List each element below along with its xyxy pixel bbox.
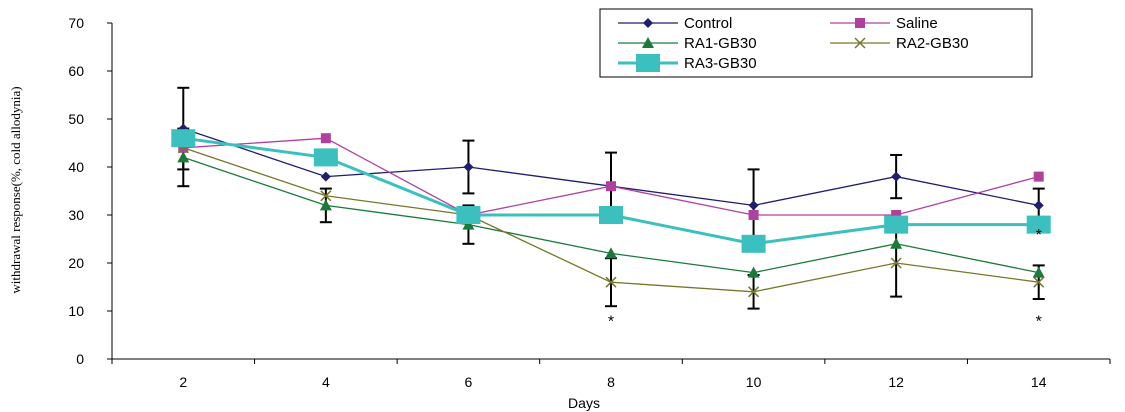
data-point-ra2-gb30-stroke (748, 286, 760, 298)
annotations: * * * (608, 227, 1042, 330)
legend-marker-ra2-gb30-stroke (854, 37, 866, 49)
data-point-ra3-gb30 (1026, 215, 1051, 234)
y-tick-label: 70 (68, 15, 84, 31)
data-point-ra1-gb30 (747, 266, 760, 278)
data-point-ra3-gb30 (456, 206, 481, 224)
data-point-ra2-gb30-stroke (1033, 276, 1045, 288)
data-point-saline (606, 181, 616, 192)
y-tick-label: 10 (68, 303, 84, 319)
legend-label: Control (684, 15, 732, 32)
y-axis-label: withdrawal response(%, cold allodynia) (8, 86, 23, 293)
significance-marker: * (608, 314, 614, 331)
legend-label: RA3-GB30 (684, 55, 757, 72)
legend-marker-ra3-gb30 (636, 54, 660, 72)
legend-marker-ra1-gb30 (642, 37, 654, 48)
data-point-ra2-gb30-stroke (605, 276, 617, 288)
data-point-ra2-gb30 (890, 257, 902, 269)
x-tick-label: 4 (322, 374, 330, 390)
legend-label: RA1-GB30 (684, 35, 757, 52)
data-point-ra2-gb30 (605, 276, 617, 288)
data-point-ra2-gb30 (320, 190, 332, 202)
data-point-control (748, 200, 759, 211)
x-tick-label: 8 (607, 374, 615, 390)
x-tick-label: 12 (888, 374, 904, 390)
data-point-saline (320, 133, 331, 144)
legend-marker-ra2-gb30 (854, 37, 866, 49)
data-point-control (1033, 200, 1044, 211)
y-tick-label: 0 (76, 351, 84, 367)
data-point-ra1-gb30 (605, 247, 617, 259)
data-point-ra3-gb30 (171, 129, 196, 148)
data-point-ra1-gb30 (319, 199, 332, 211)
data-point-ra1-gb30 (890, 237, 903, 249)
legend-label: Saline (896, 15, 938, 32)
x-tick-label: 10 (746, 374, 762, 390)
data-point-control (320, 171, 331, 182)
y-tick-label: 20 (68, 255, 84, 271)
data-point-ra2-gb30-stroke (890, 257, 902, 269)
x-tick-label: 6 (465, 374, 473, 390)
x-tick-label: 2 (179, 374, 187, 390)
x-tick-label: 14 (1031, 374, 1047, 390)
significance-marker: * (1036, 227, 1042, 244)
y-tick-label: 50 (68, 111, 84, 127)
data-point-ra1-gb30 (462, 218, 475, 230)
x-axis-label: Days (568, 395, 600, 411)
legend-marker-control (643, 18, 653, 28)
data-point-ra2-gb30 (748, 286, 760, 298)
data-point-ra2-gb30-stroke (320, 190, 332, 202)
legend-marker-saline (855, 18, 865, 28)
data-point-saline (748, 210, 759, 220)
y-tick-label: 30 (68, 207, 84, 223)
data-point-ra2-gb30 (1033, 276, 1045, 288)
data-point-saline (891, 210, 902, 220)
error-bars (177, 86, 1045, 310)
data-point-saline (1033, 171, 1044, 182)
data-point-ra1-gb30 (1032, 266, 1045, 278)
axes: 0 10 20 30 40 50 60 70 2 4 6 8 10 12 14 (68, 15, 1111, 390)
data-point-ra3-gb30 (313, 148, 338, 167)
legend-label: RA2-GB30 (896, 35, 969, 52)
y-tick-label: 60 (68, 63, 84, 79)
data-point-control (891, 171, 902, 182)
series-markers (171, 123, 1051, 298)
legend: Control Saline RA1-GB30 RA2-GB30 RA3-GB30 (599, 8, 1033, 78)
y-tick-label: 40 (68, 159, 84, 175)
data-point-ra3-gb30 (884, 215, 909, 234)
data-point-control (463, 162, 474, 172)
data-point-ra3-gb30 (741, 234, 766, 253)
significance-marker: * (1036, 314, 1042, 331)
data-point-ra3-gb30 (599, 206, 623, 224)
data-point-ra1-gb30 (177, 151, 190, 163)
